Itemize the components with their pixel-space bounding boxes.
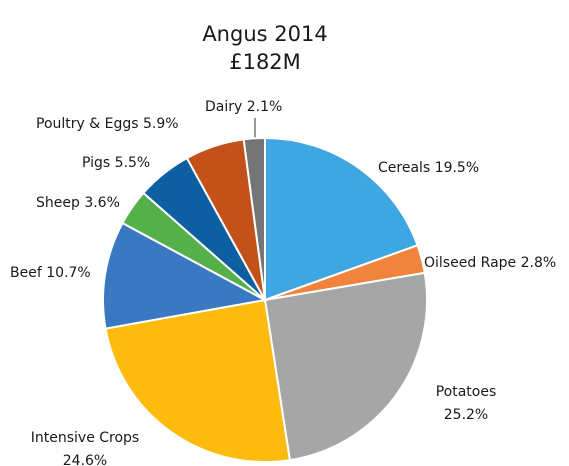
slice-label: Sheep 3.6% (36, 195, 120, 211)
slice-category: Dairy (205, 99, 242, 115)
slice-category: Pigs (82, 155, 110, 171)
slice-value: 10.7% (46, 265, 90, 281)
slice-category: Potatoes (436, 384, 497, 400)
slice-value: 25.2% (444, 407, 488, 423)
pie-slice (102, 221, 268, 330)
slice-label: Pigs 5.5% (82, 155, 150, 171)
chart-title: Angus 2014 (202, 22, 327, 46)
slice-category: Poultry & Eggs (36, 116, 139, 132)
chart-subtitle: £182M (229, 50, 301, 74)
slice-value: 3.6% (84, 195, 120, 211)
slice-value: 5.9% (143, 116, 179, 132)
slice-category: Sheep (36, 195, 80, 211)
slice-value: 2.8% (521, 255, 557, 271)
slice-category: Beef (10, 265, 43, 281)
slice-label: Poultry & Eggs 5.9% (36, 116, 179, 132)
slice-value: 24.6% (63, 453, 107, 466)
slice-category: Intensive Crops (31, 430, 139, 446)
slice-value: 5.5% (115, 155, 151, 171)
slice-label: Potatoes 25.2% (436, 384, 497, 423)
slice-label: Oilseed Rape 2.8% (424, 255, 556, 271)
pie-slice (264, 136, 419, 302)
slice-value: 19.5% (435, 160, 479, 176)
slice-label: Beef 10.7% (10, 265, 91, 281)
slice-category: Oilseed Rape (424, 255, 516, 271)
slice-label: Cereals 19.5% (378, 160, 479, 176)
slice-label: Dairy 2.1% (205, 99, 282, 115)
slice-value: 2.1% (247, 99, 283, 115)
pie-slice (104, 298, 292, 463)
slice-category: Cereals (378, 160, 430, 176)
pie-slice (263, 271, 428, 462)
slice-label: Intensive Crops 24.6% (31, 430, 139, 466)
pie-slice (242, 136, 266, 301)
